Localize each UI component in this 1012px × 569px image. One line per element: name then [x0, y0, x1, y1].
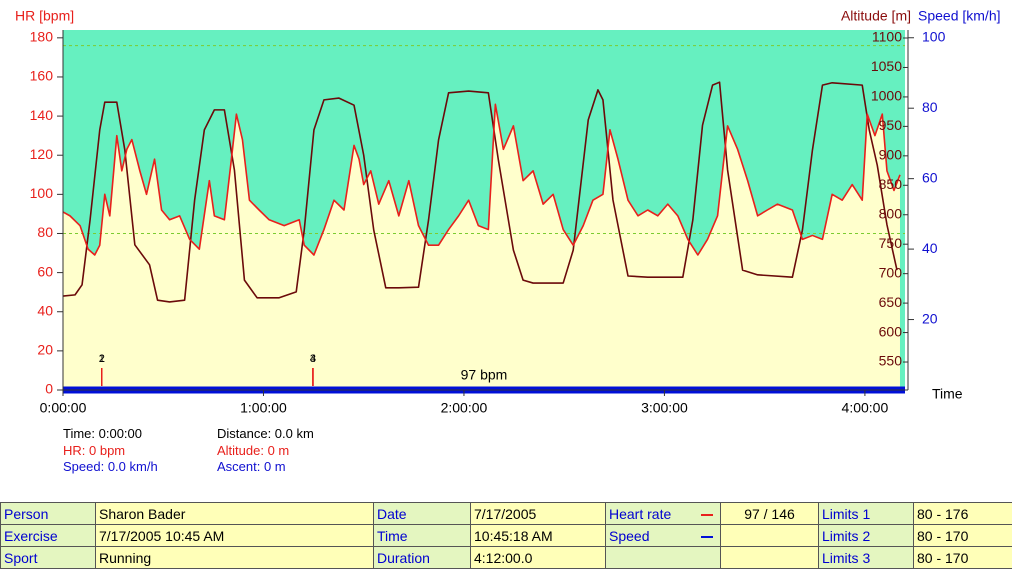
- info-text: Distance: 0.0 km: [217, 426, 314, 441]
- table-cell: Duration: [374, 547, 471, 569]
- y2-tick-label: 1100: [872, 29, 902, 45]
- y-tick-label: 180: [30, 29, 54, 45]
- y2-tick-label: 900: [879, 147, 903, 163]
- cell-text: Duration: [377, 550, 430, 566]
- table-cell: 97 / 146: [721, 503, 819, 525]
- info-text: Ascent: 0 m: [217, 459, 286, 474]
- table-cell: [606, 547, 721, 569]
- y2-tick-label: 1000: [871, 88, 902, 104]
- table-cell: 10:45:18 AM: [471, 525, 606, 547]
- legend-swatch: [701, 514, 713, 516]
- y-tick-label: 160: [30, 68, 54, 84]
- table-cell: Time: [374, 525, 471, 547]
- table-cell: [721, 547, 819, 569]
- y-tick-label: 140: [30, 107, 54, 123]
- cell-text: 4:12:00.0: [474, 550, 532, 566]
- y-tick-label: 60: [37, 263, 53, 279]
- table-cell: Speed: [606, 525, 721, 547]
- y2-tick-label: 700: [879, 264, 903, 280]
- y3-tick-label: 80: [922, 99, 938, 115]
- cell-text: Exercise: [4, 528, 58, 544]
- table-cell: Limits 2: [819, 525, 914, 547]
- x-tick-label: 1:00:00: [240, 400, 287, 416]
- y2-tick-label: 600: [879, 323, 903, 339]
- table-cell: [721, 525, 819, 547]
- x-tick-label: 3:00:00: [641, 400, 688, 416]
- cell-text: Sharon Bader: [99, 506, 185, 522]
- table-cell: Running: [96, 547, 374, 569]
- table-cell: Exercise: [1, 525, 96, 547]
- table-row: Person Sharon Bader Date 7/17/2005 Heart rat…: [1, 503, 1012, 525]
- cell-text: 80 - 170: [917, 528, 968, 544]
- cell-text: Time: [377, 528, 408, 544]
- table-cell: Person: [1, 503, 96, 525]
- lap-label: 4: [310, 353, 316, 365]
- cell-text: 80 - 170: [917, 550, 968, 566]
- y-axis-title: HR [bpm]: [15, 8, 74, 24]
- annotation: 97 bpm: [461, 367, 508, 383]
- table-cell: Limits 1: [819, 503, 914, 525]
- table-row: Sport Running Duration 4:12:00.0 Limits 3 80 …: [1, 547, 1012, 569]
- y-tick-label: 100: [30, 185, 54, 201]
- y3-tick-label: 20: [922, 310, 938, 326]
- y2-tick-label: 550: [879, 353, 903, 369]
- table-cell: Date: [374, 503, 471, 525]
- info-text: Altitude: 0 m: [217, 443, 289, 458]
- cell-text: 80 - 176: [917, 506, 968, 522]
- y2-tick-label: 650: [879, 294, 903, 310]
- y-tick-label: 0: [45, 381, 53, 397]
- y2-axis-title: Altitude [m]: [841, 8, 911, 24]
- table-cell: 80 - 170: [914, 547, 1012, 569]
- cell-text: 10:45:18 AM: [474, 528, 553, 544]
- cell-text: 97 / 146: [744, 506, 795, 522]
- y2-tick-label: 800: [879, 205, 903, 221]
- cell-text: Sport: [4, 550, 37, 566]
- table-row: Exercise 7/17/2005 10:45 AM Time 10:45:18 A…: [1, 525, 1012, 547]
- x-tick-label: 2:00:00: [441, 400, 488, 416]
- info-text: Time: 0:00:00: [63, 426, 142, 441]
- x-tick-label: 4:00:00: [842, 400, 889, 416]
- cell-text: Person: [4, 506, 48, 522]
- y-tick-label: 40: [37, 302, 53, 318]
- table-cell: 7/17/2005 10:45 AM: [96, 525, 374, 547]
- y2-tick-label: 750: [879, 235, 903, 251]
- cell-text: Limits 2: [822, 528, 870, 544]
- table-cell: Heart rate: [606, 503, 721, 525]
- info-text: Speed: 0.0 km/h: [63, 459, 158, 474]
- table-cell: 80 - 170: [914, 525, 1012, 547]
- cell-text: Date: [377, 506, 407, 522]
- table-cell: 7/17/2005: [471, 503, 606, 525]
- table-cell: 80 - 176: [914, 503, 1012, 525]
- y-tick-label: 20: [37, 342, 53, 358]
- y3-axis-title: Speed [km/h]: [918, 8, 1001, 24]
- y3-tick-label: 40: [922, 240, 938, 256]
- table-cell: Sharon Bader: [96, 503, 374, 525]
- cell-text: Speed: [609, 528, 649, 544]
- y3-tick-label: 60: [922, 169, 938, 185]
- x-tick-label: 0:00:00: [40, 400, 87, 416]
- legend-swatch: [701, 536, 713, 538]
- y2-tick-label: 950: [879, 117, 903, 133]
- info-text: HR: 0 bpm: [63, 443, 125, 458]
- cell-text: Heart rate: [609, 506, 671, 522]
- table-cell: Limits 3: [819, 547, 914, 569]
- y2-tick-label: 1050: [871, 58, 902, 74]
- y3-tick-label: 100: [922, 28, 946, 44]
- y-tick-label: 80: [37, 224, 53, 240]
- summary-table: Person Sharon Bader Date 7/17/2005 Heart rat…: [0, 502, 1012, 569]
- y2-tick-label: 850: [879, 176, 903, 192]
- y-tick-label: 120: [30, 146, 54, 162]
- cell-text: 7/17/2005 10:45 AM: [99, 528, 224, 544]
- lap-label: 2: [99, 353, 105, 365]
- table-cell: Sport: [1, 547, 96, 569]
- cell-text: Running: [99, 550, 151, 566]
- cell-text: Limits 1: [822, 506, 870, 522]
- x-axis-title: Time: [932, 386, 963, 402]
- cell-text: Limits 3: [822, 550, 870, 566]
- cell-text: 7/17/2005: [474, 506, 536, 522]
- table-cell: 4:12:00.0: [471, 547, 606, 569]
